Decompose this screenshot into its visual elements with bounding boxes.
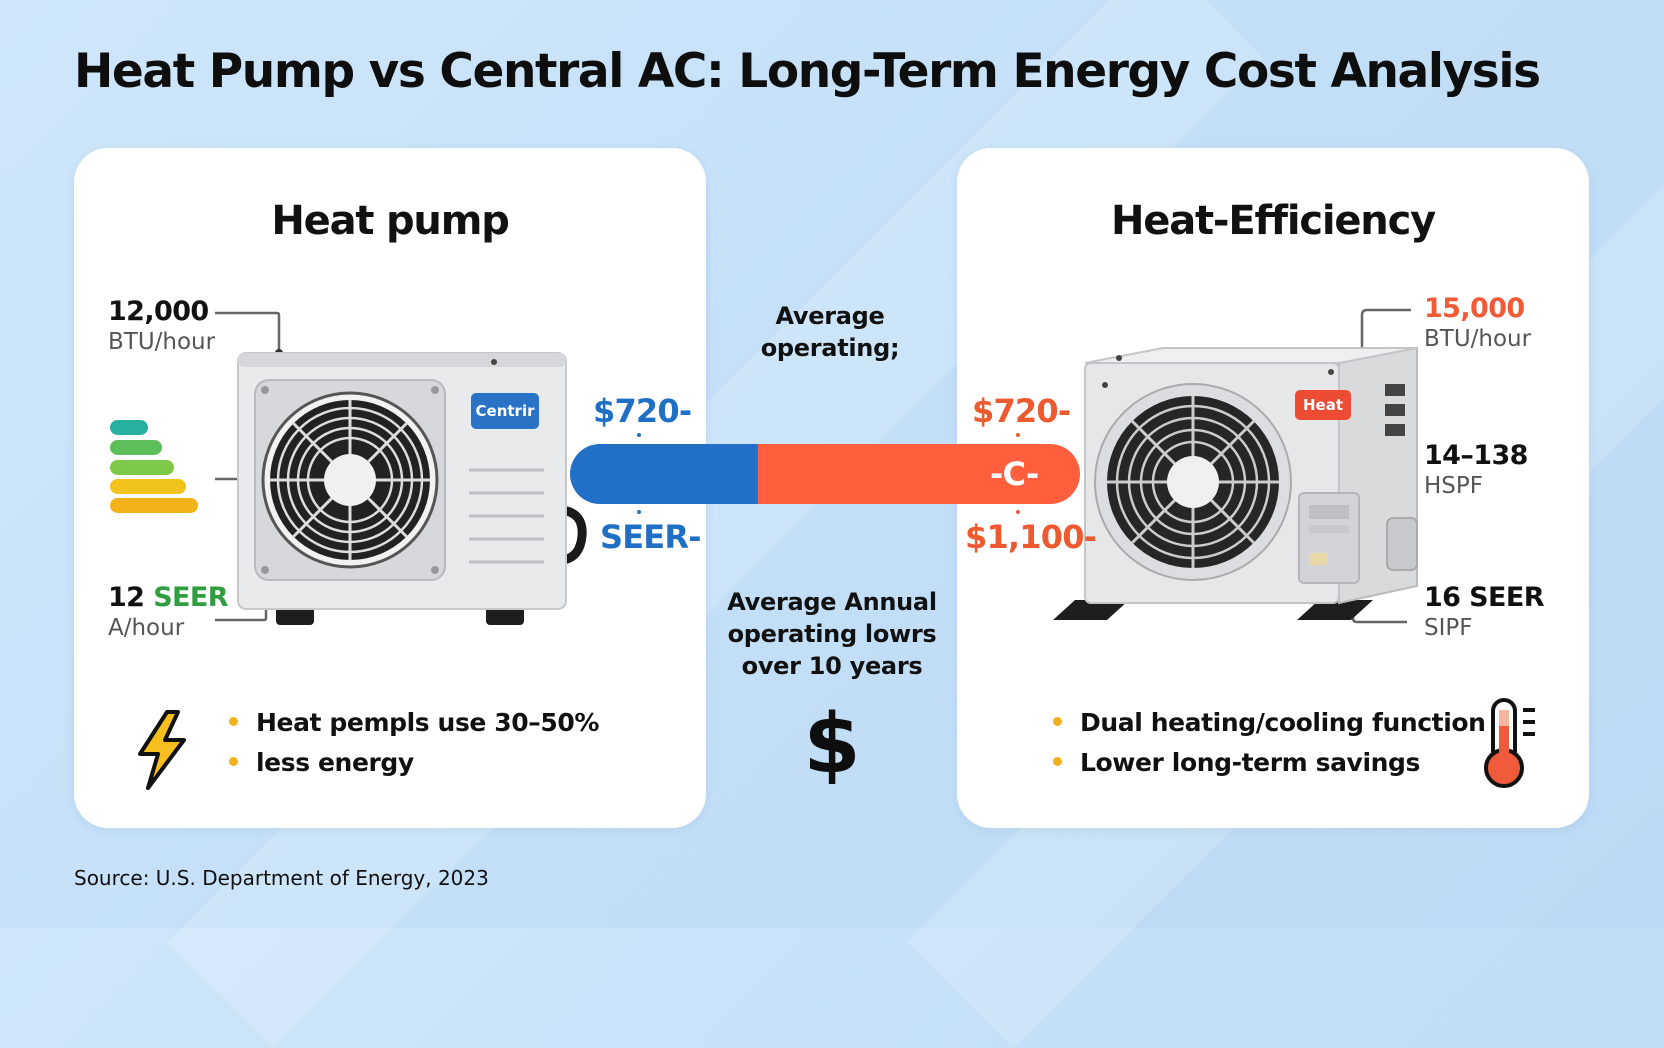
card-heading: Heat pump bbox=[271, 198, 509, 244]
cost-comparison-bar bbox=[570, 444, 1080, 504]
seer-word: SEER bbox=[153, 582, 228, 613]
tick-dot bbox=[1016, 433, 1020, 437]
seer-unit: SIPF bbox=[1424, 615, 1473, 641]
heat-pump-unit-illustration bbox=[215, 311, 587, 625]
seer-rating: 12 SEER bbox=[108, 582, 229, 613]
bar-inner-label: -C- bbox=[990, 455, 1039, 493]
btu-value: 12,000 bbox=[108, 296, 209, 327]
btu-unit: BTU/hour bbox=[108, 329, 216, 355]
central-ac-unit-illustration bbox=[1053, 308, 1418, 624]
tick-dot bbox=[637, 433, 641, 437]
lightning-bolt-icon bbox=[138, 710, 186, 790]
energy-bar bbox=[110, 440, 162, 455]
tick-dot bbox=[637, 510, 641, 514]
hspf-value: 14–138 bbox=[1424, 440, 1528, 471]
page-title: Heat Pump vs Central AC: Long-Term Energ… bbox=[74, 44, 1541, 99]
list-item: less energy bbox=[229, 748, 414, 777]
hspf-unit: HSPF bbox=[1424, 473, 1483, 499]
right-sub-label: $1,100- bbox=[965, 518, 1097, 556]
energy-bar bbox=[110, 498, 198, 513]
btu-unit: BTU/hour bbox=[1424, 326, 1532, 352]
list-item: Lower long-term savings bbox=[1053, 748, 1420, 777]
list-item: Heat pempls use 30–50% bbox=[229, 708, 599, 737]
thermometer-icon bbox=[1484, 698, 1535, 788]
average-operating-label: Average operating; bbox=[760, 302, 900, 362]
tick-dot bbox=[1016, 510, 1020, 514]
seer-number: 12 bbox=[108, 582, 145, 613]
unit-brand-badge: Centrir bbox=[475, 402, 535, 420]
seer-unit: A/hour bbox=[108, 615, 185, 641]
red-bar-segment bbox=[758, 444, 1080, 504]
blue-bar-segment bbox=[570, 444, 758, 504]
energy-bar bbox=[110, 420, 148, 435]
left-price-label: $720- bbox=[593, 392, 692, 430]
unit-brand-badge: Heat bbox=[1302, 396, 1344, 414]
btu-value: 15,000 bbox=[1424, 293, 1525, 324]
energy-bar bbox=[110, 479, 186, 494]
list-item: Dual heating/cooling function bbox=[1053, 708, 1486, 737]
heat-efficiency-card: Heat-Efficiency bbox=[957, 148, 1589, 828]
source-note: Source: U.S. Department of Energy, 2023 bbox=[74, 866, 489, 890]
card-heading: Heat-Efficiency bbox=[1111, 198, 1436, 244]
seer-value: 16 SEER bbox=[1424, 582, 1545, 613]
right-price-label: $720- bbox=[972, 392, 1071, 430]
average-annual-label: Average Annual operating lowrs over 10 y… bbox=[727, 588, 937, 680]
dollar-sign-icon: $ bbox=[803, 697, 861, 792]
energy-bar bbox=[110, 460, 174, 475]
left-sub-label: SEER- bbox=[600, 518, 702, 556]
